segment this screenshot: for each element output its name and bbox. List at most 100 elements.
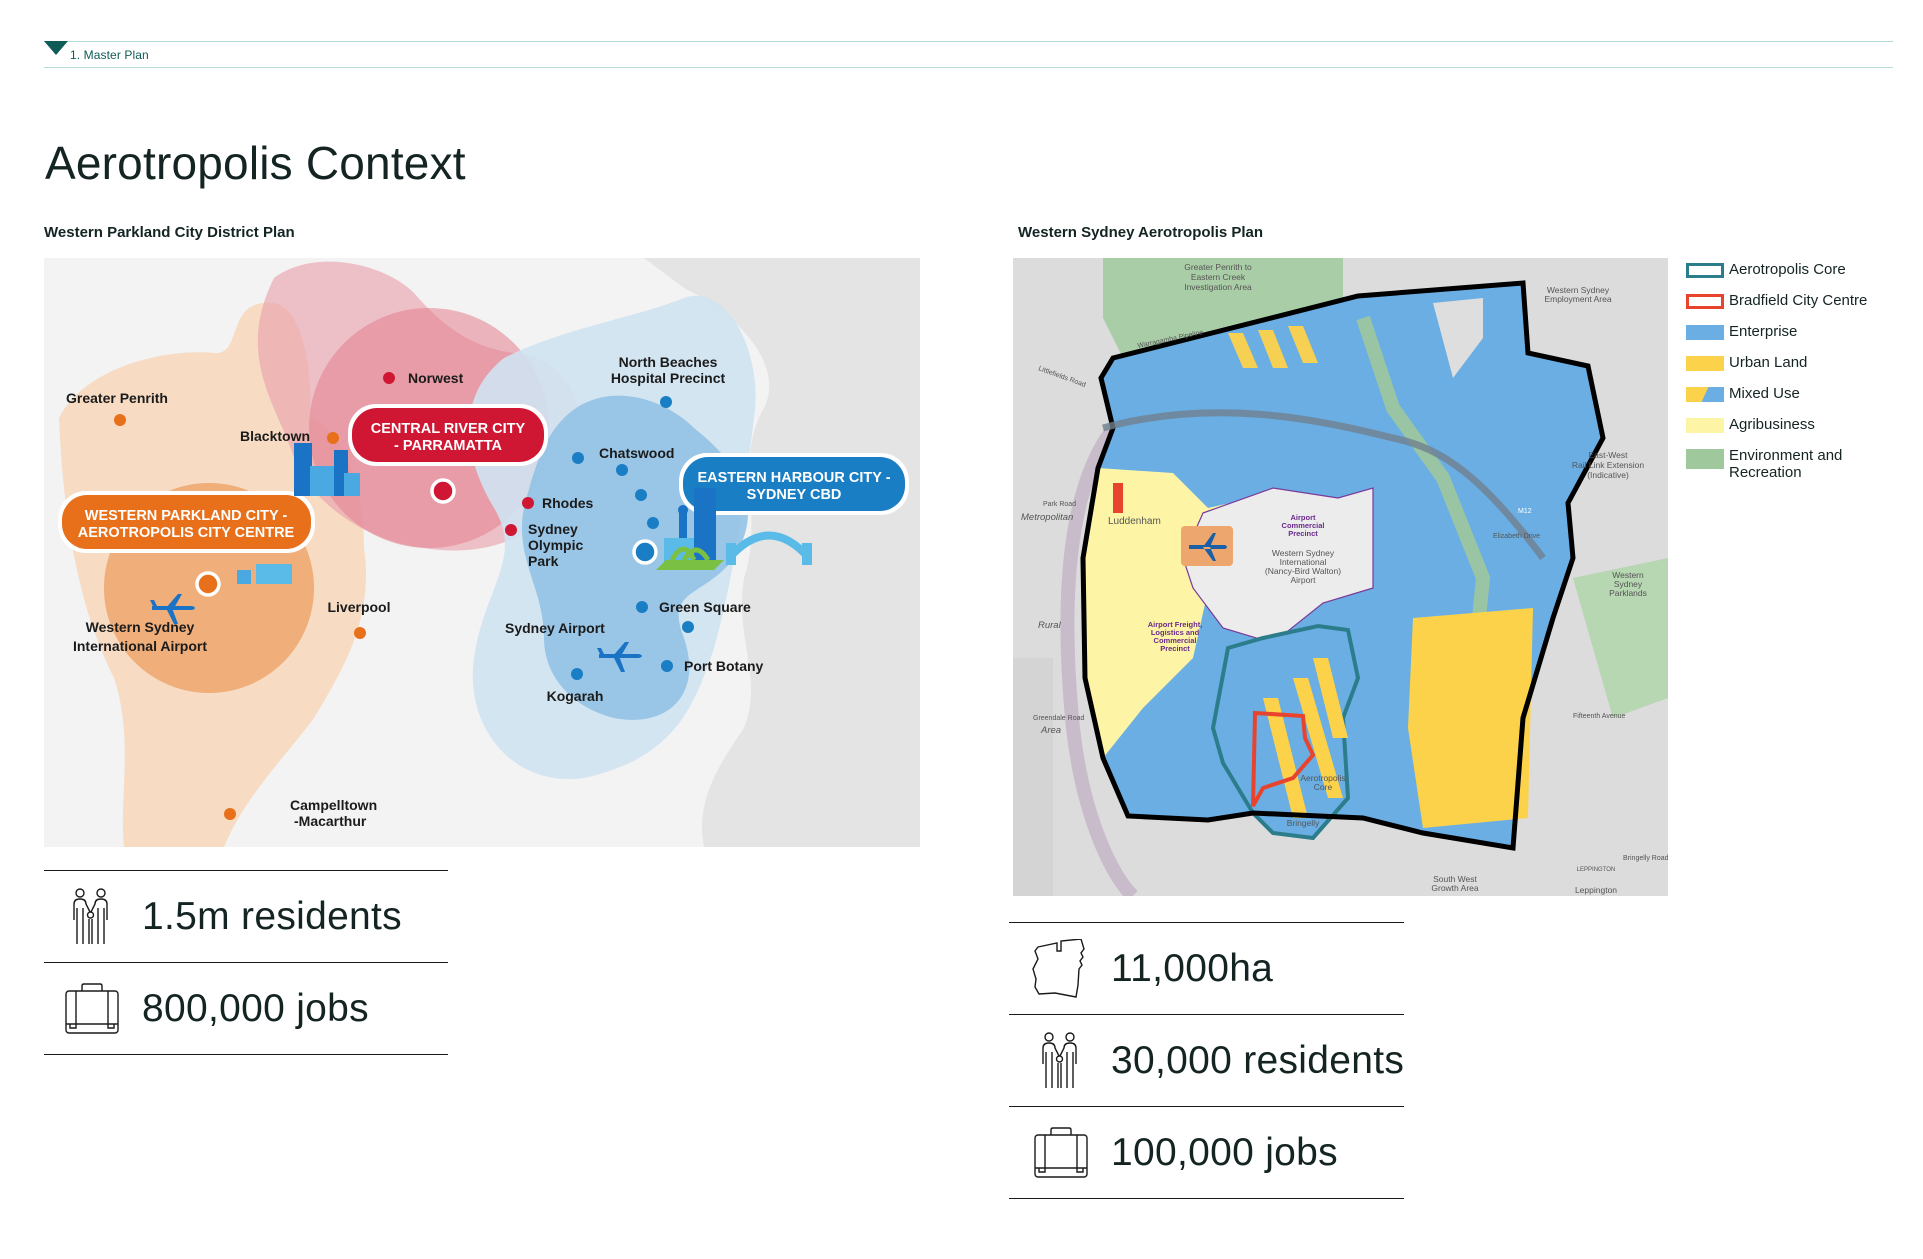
svg-text:Airport: Airport bbox=[1291, 513, 1317, 522]
agribusiness-swatch-icon bbox=[1686, 418, 1724, 433]
svg-text:Core: Core bbox=[1314, 782, 1333, 792]
legend-item-mixed-use: Mixed Use bbox=[1686, 385, 1916, 416]
page-title: Aerotropolis Context bbox=[45, 137, 466, 189]
label-campbelltown-2: -Macarthur bbox=[294, 813, 367, 829]
svg-text:Airport Freight,: Airport Freight, bbox=[1148, 620, 1203, 629]
svg-text:Commercial: Commercial bbox=[1154, 636, 1197, 645]
stat-residents-value: 30,000 residents bbox=[1111, 1038, 1405, 1082]
svg-text:Elizabeth Drive: Elizabeth Drive bbox=[1493, 533, 1540, 540]
western-parkland-city-map: WESTERN PARKLAND CITY - AEROTROPOLIS CIT… bbox=[44, 258, 920, 847]
family-icon bbox=[73, 887, 108, 944]
bradfield-city-centre-outline bbox=[1251, 710, 1316, 807]
land-area-icon bbox=[1032, 938, 1085, 998]
svg-text:Bringelly: Bringelly bbox=[1287, 818, 1320, 828]
stat-jobs: 100,000 jobs bbox=[1009, 1106, 1404, 1199]
svg-text:Commercial: Commercial bbox=[1282, 521, 1325, 530]
label-blacktown: Blacktown bbox=[240, 428, 310, 444]
left-panel-subtitle: Western Parkland City District Plan bbox=[44, 224, 295, 241]
legend-item-environment: Environment and Recreation bbox=[1686, 447, 1916, 481]
sydney-landmarks-icon bbox=[656, 488, 812, 570]
svg-text:Area: Area bbox=[1040, 725, 1061, 736]
aerotropolis-plan-map: Greater Penrith to Eastern Creek Investi… bbox=[1013, 258, 1668, 896]
aerotropolis-stats: 11,000ha 30,000 residents 100,000 jobs bbox=[1009, 922, 1404, 1199]
district-stats: 1.5m residents 800,000 jobs bbox=[44, 870, 448, 1055]
right-panel-subtitle: Western Sydney Aerotropolis Plan bbox=[1018, 224, 1264, 241]
mixed-use-north bbox=[1228, 326, 1318, 368]
stat-area: 11,000ha bbox=[1009, 922, 1404, 1014]
legend-item-agribusiness: Agribusiness bbox=[1686, 416, 1916, 447]
section-header: 1. Master Plan bbox=[44, 41, 1893, 68]
svg-text:Airport: Airport bbox=[1290, 575, 1316, 585]
briefcase-icon bbox=[1034, 1126, 1088, 1178]
parramatta-buildings-icon bbox=[294, 443, 360, 496]
label-green-square: Green Square bbox=[659, 599, 751, 615]
label-kogarah: Kogarah bbox=[547, 688, 604, 704]
mixed-use-swatch-icon bbox=[1686, 387, 1724, 402]
environment-swatch-icon bbox=[1686, 449, 1724, 469]
parramatta-centre-ring bbox=[430, 478, 456, 504]
svg-text:Metropolitan: Metropolitan bbox=[1021, 512, 1073, 523]
svg-text:South West: South West bbox=[1433, 874, 1477, 884]
urban-land-swatch-icon bbox=[1686, 356, 1724, 371]
section-label: 1. Master Plan bbox=[70, 48, 149, 62]
enterprise-swatch-icon bbox=[1686, 325, 1724, 340]
svg-text:Luddenham: Luddenham bbox=[1108, 516, 1161, 527]
svg-text:Eastern Creek: Eastern Creek bbox=[1191, 272, 1246, 282]
stat-area-value: 11,000ha bbox=[1111, 946, 1274, 990]
label-port-botany: Port Botany bbox=[684, 658, 764, 674]
svg-text:SYDNEY CBD: SYDNEY CBD bbox=[747, 487, 842, 503]
aerotropolis-core-swatch-icon bbox=[1686, 263, 1724, 278]
label-sydney-airport: Sydney Airport bbox=[505, 620, 605, 636]
district-plan-map-graphic: WESTERN PARKLAND CITY - AEROTROPOLIS CIT… bbox=[44, 258, 920, 847]
svg-text:Precinct: Precinct bbox=[1160, 644, 1190, 653]
label-norwest: Norwest bbox=[408, 370, 464, 386]
pill-central-river: CENTRAL RIVER CITY - PARRAMATTA bbox=[348, 404, 548, 466]
svg-text:Rural: Rural bbox=[1038, 620, 1062, 631]
mixed-use-core bbox=[1263, 658, 1348, 818]
wsi-plane-icon bbox=[150, 594, 195, 624]
svg-text:(Indicative): (Indicative) bbox=[1587, 470, 1629, 480]
label-olympic-2: Olympic bbox=[528, 537, 583, 553]
svg-text:M12: M12 bbox=[1518, 508, 1532, 515]
label-north-beaches-2: Hospital Precinct bbox=[611, 370, 726, 386]
svg-text:Western Sydney: Western Sydney bbox=[1272, 548, 1335, 558]
svg-text:WESTERN PARKLAND CITY -: WESTERN PARKLAND CITY - bbox=[85, 508, 288, 524]
stat-jobs-value: 800,000 jobs bbox=[142, 986, 369, 1030]
aerotropolis-map-graphic: Greater Penrith to Eastern Creek Investi… bbox=[1013, 258, 1668, 896]
svg-text:CENTRAL RIVER CITY: CENTRAL RIVER CITY bbox=[371, 421, 526, 437]
sydney-cbd-ring bbox=[632, 539, 658, 565]
label-north-beaches-1: North Beaches bbox=[619, 354, 718, 370]
briefcase-icon bbox=[65, 982, 119, 1034]
svg-text:Park Road: Park Road bbox=[1043, 501, 1076, 508]
airport-icon bbox=[1181, 526, 1233, 566]
svg-text:Rail Link Extension: Rail Link Extension bbox=[1572, 460, 1645, 470]
label-olympic-3: Park bbox=[528, 553, 559, 569]
label-campbelltown-1: Campelltown bbox=[290, 797, 377, 813]
bradfield-swatch-icon bbox=[1686, 294, 1724, 309]
label-wsi-2: International Airport bbox=[73, 638, 207, 654]
wsi-buildings-icon bbox=[237, 564, 292, 584]
svg-text:Aerotropolis: Aerotropolis bbox=[1300, 773, 1345, 783]
label-rhodes: Rhodes bbox=[542, 495, 594, 511]
svg-text:(Nancy-Bird Walton): (Nancy-Bird Walton) bbox=[1265, 566, 1341, 576]
label-wsi-1: Western Sydney bbox=[86, 619, 195, 635]
wsi-centre-ring bbox=[195, 571, 221, 597]
svg-text:Greendale Road: Greendale Road bbox=[1033, 715, 1084, 722]
label-olympic-1: Sydney bbox=[528, 521, 578, 537]
svg-text:Bringelly Road: Bringelly Road bbox=[1623, 855, 1668, 862]
stat-jobs: 800,000 jobs bbox=[44, 962, 448, 1055]
svg-text:Western Sydney: Western Sydney bbox=[1547, 285, 1610, 295]
legend-item-bradfield: Bradfield City Centre bbox=[1686, 292, 1916, 323]
stat-jobs-value: 100,000 jobs bbox=[1111, 1130, 1338, 1174]
legend-item-enterprise: Enterprise bbox=[1686, 323, 1916, 354]
stat-residents: 1.5m residents bbox=[44, 870, 448, 962]
svg-text:Sydney: Sydney bbox=[1614, 579, 1643, 589]
urban-land-zone bbox=[1408, 608, 1533, 828]
svg-text:- PARRAMATTA: - PARRAMATTA bbox=[394, 438, 502, 454]
svg-text:Precinct: Precinct bbox=[1288, 529, 1318, 538]
stat-residents: 30,000 residents bbox=[1009, 1014, 1404, 1106]
label-chatswood: Chatswood bbox=[599, 445, 674, 461]
svg-text:Leppington: Leppington bbox=[1575, 885, 1617, 895]
svg-text:LEPPINGTON: LEPPINGTON bbox=[1577, 867, 1616, 873]
section-marker-triangle-icon bbox=[44, 41, 68, 55]
